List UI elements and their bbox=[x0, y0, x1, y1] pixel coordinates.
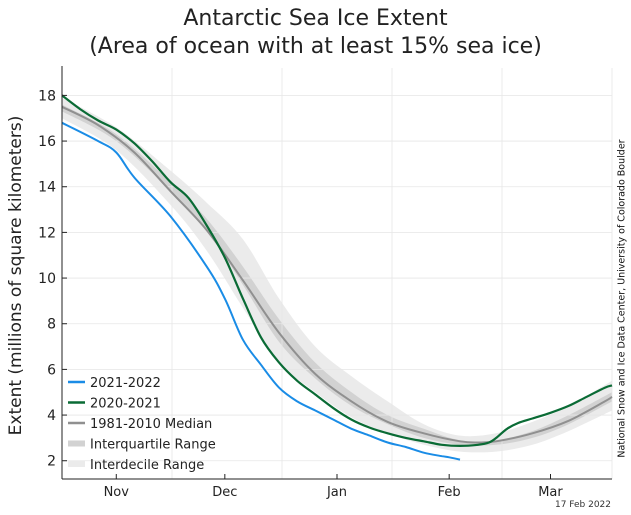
y-tick-label: 10 bbox=[38, 271, 56, 287]
y-tick-label: 18 bbox=[38, 88, 56, 104]
y-tick-label: 6 bbox=[47, 362, 56, 378]
legend-interquartile-label: Interquartile Range bbox=[90, 438, 216, 453]
x-tick-label: Feb bbox=[438, 485, 461, 500]
x-tick-label: Mar bbox=[538, 485, 563, 500]
y-tick-label: 16 bbox=[38, 134, 56, 150]
legend-median-label: 1981-2010 Median bbox=[90, 417, 212, 432]
date-stamp: 17 Feb 2022 bbox=[554, 500, 611, 510]
x-tick-label: Jan bbox=[326, 485, 347, 500]
legend-2020-2021-label: 2020-2021 bbox=[90, 397, 161, 412]
series-line-2020-2021 bbox=[61, 94, 613, 447]
axes: 2 4 6 8 10 12 14 16 18 Nov Dec Jan Feb Mar Extent (mil… bbox=[6, 66, 612, 500]
series-line-1981-2010-median bbox=[61, 105, 613, 444]
x-tick-label: Nov bbox=[104, 485, 130, 500]
legend: 2021-2022 2020-2021 1981-2010 Median Interq… bbox=[68, 376, 216, 473]
y-tick-label: 14 bbox=[38, 180, 56, 196]
y-tick-label: 4 bbox=[47, 408, 56, 424]
x-tick-label: Dec bbox=[212, 485, 237, 500]
credit-text: National Snow and Ice Data Center, Unive… bbox=[616, 139, 628, 458]
legend-interdecile-label: Interdecile Range bbox=[90, 458, 204, 473]
y-axis-label: Extent (millions of square kilometers) bbox=[6, 116, 26, 436]
legend-2021-2022-label: 2021-2022 bbox=[90, 376, 161, 391]
y-tick-label: 12 bbox=[38, 225, 56, 241]
y-tick-label: 8 bbox=[47, 317, 56, 333]
chart-title: Antarctic Sea Ice Extent bbox=[183, 6, 448, 31]
chart-subtitle: (Area of ocean with at least 15% sea ice… bbox=[89, 34, 542, 59]
y-tick-label: 2 bbox=[47, 454, 56, 470]
series-lines bbox=[61, 94, 613, 461]
series-line-2021-2022 bbox=[61, 121, 461, 461]
interdecile-band bbox=[62, 97, 612, 453]
